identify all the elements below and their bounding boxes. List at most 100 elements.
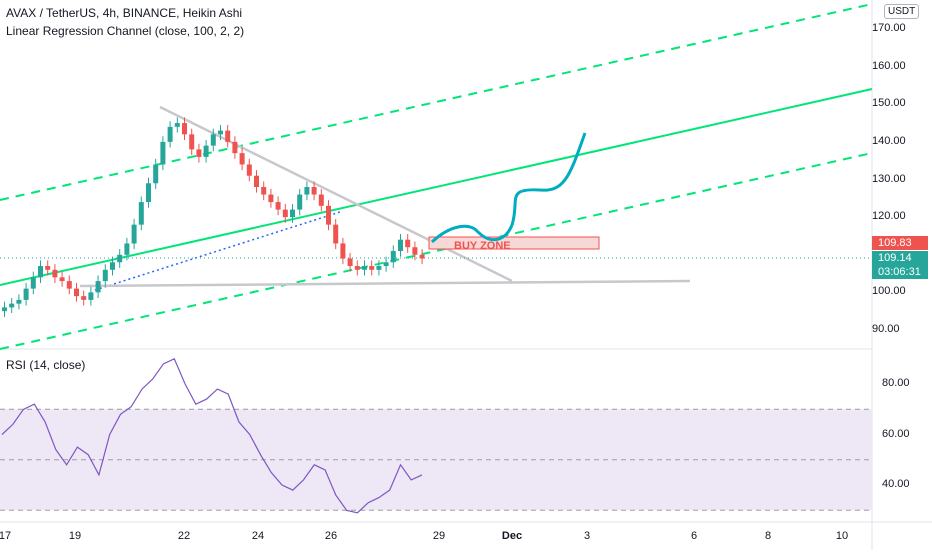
candle [297, 194, 303, 210]
time-axis-label: 10 [835, 530, 849, 542]
price-axis-label: 90.00 [872, 323, 900, 335]
candle [174, 123, 180, 127]
regression-lower-line [0, 152, 873, 350]
candle [88, 292, 94, 300]
price-axis-label: 150.00 [872, 97, 906, 110]
candle [354, 266, 360, 270]
regression-upper-line [0, 3, 873, 201]
candle [419, 254, 425, 259]
price-axis-label: 170.00 [872, 22, 906, 34]
candle [326, 205, 331, 225]
price-axis-label: 120.00 [872, 210, 906, 223]
candle [95, 281, 101, 293]
candle [30, 277, 36, 289]
buy-zone-box [428, 236, 600, 250]
candle [110, 262, 115, 270]
indicator-label: Linear Regression Channel (close, 100, 2… [6, 24, 245, 38]
candle [333, 224, 339, 244]
candle [160, 141, 166, 165]
candle [383, 262, 389, 267]
projection-curve [430, 132, 587, 244]
candle [138, 202, 144, 225]
candle [275, 202, 281, 210]
candle [412, 247, 418, 255]
rsi-axis-label: 40.00 [882, 478, 910, 490]
candle [347, 258, 353, 267]
candle [196, 149, 202, 157]
currency-button[interactable]: USDT [884, 4, 920, 19]
candle [9, 303, 15, 308]
candle [376, 266, 382, 270]
candle [390, 250, 396, 263]
time-axis-label: 29 [432, 530, 446, 542]
countdown-badge: 03:06:31 [872, 265, 928, 279]
candle [2, 307, 7, 312]
candle [290, 209, 295, 218]
candle [167, 126, 173, 142]
time-axis-label: 26 [324, 530, 338, 542]
candle [239, 153, 245, 165]
candle [38, 266, 43, 278]
time-axis-label: 24 [251, 530, 265, 542]
candle [203, 145, 209, 157]
price-axis-label: 140.00 [872, 134, 906, 147]
candle [52, 269, 58, 278]
candle [102, 269, 108, 282]
time-axis-label: 22 [177, 530, 191, 542]
time-axis-label: Dec [501, 530, 523, 542]
candle [182, 123, 187, 135]
candle [254, 175, 259, 188]
candle [218, 130, 223, 135]
rsi-axis-label: 60.00 [882, 427, 910, 440]
time-axis-label: 8 [764, 530, 772, 542]
candle [369, 266, 375, 270]
candle [59, 277, 65, 282]
rsi-label: RSI (14, close) [6, 358, 86, 372]
candle [23, 288, 29, 300]
rsi-axis-label: 80.00 [882, 377, 910, 389]
candle [268, 194, 274, 203]
regression-center-line [0, 88, 873, 286]
rsi-line [1, 357, 423, 514]
candle [261, 187, 267, 195]
candle [232, 141, 238, 154]
candle [117, 254, 123, 263]
candle [146, 183, 151, 203]
chart-title: AVAX / TetherUS, 4h, BINANCE, Heikin Ash… [6, 6, 243, 20]
candle [66, 281, 72, 289]
price-axis-label: 130.00 [872, 172, 906, 185]
candle [124, 243, 130, 255]
candle [225, 130, 231, 142]
time-axis-label: 19 [68, 530, 82, 542]
candle [210, 134, 216, 146]
time-axis-label: 6 [690, 530, 698, 542]
current-price-badge: 109.14 [872, 251, 928, 265]
buy-zone-label: BUY ZONE [454, 240, 511, 252]
candle [189, 134, 195, 150]
descending-trendline [159, 105, 513, 283]
candle [153, 164, 159, 184]
candle [311, 187, 317, 195]
support-trendline [79, 279, 691, 288]
price-axis-label: 160.00 [872, 59, 906, 72]
candle [81, 296, 87, 300]
candle [246, 164, 252, 176]
candle [304, 187, 310, 195]
time-axis-label: 3 [583, 530, 591, 542]
candle [16, 299, 22, 304]
candle [362, 266, 367, 270]
dotted-trendline [94, 211, 341, 291]
candle [45, 266, 51, 270]
candle [405, 239, 411, 248]
candle [131, 224, 137, 244]
candle [282, 209, 288, 218]
candle [398, 239, 403, 251]
candle [340, 243, 346, 259]
last-price-badge: 109.83 [872, 236, 928, 250]
time-axis-label: 17 [0, 530, 12, 542]
price-axis-label: 100.00 [872, 285, 906, 298]
candle [74, 288, 79, 297]
candle [318, 194, 324, 206]
